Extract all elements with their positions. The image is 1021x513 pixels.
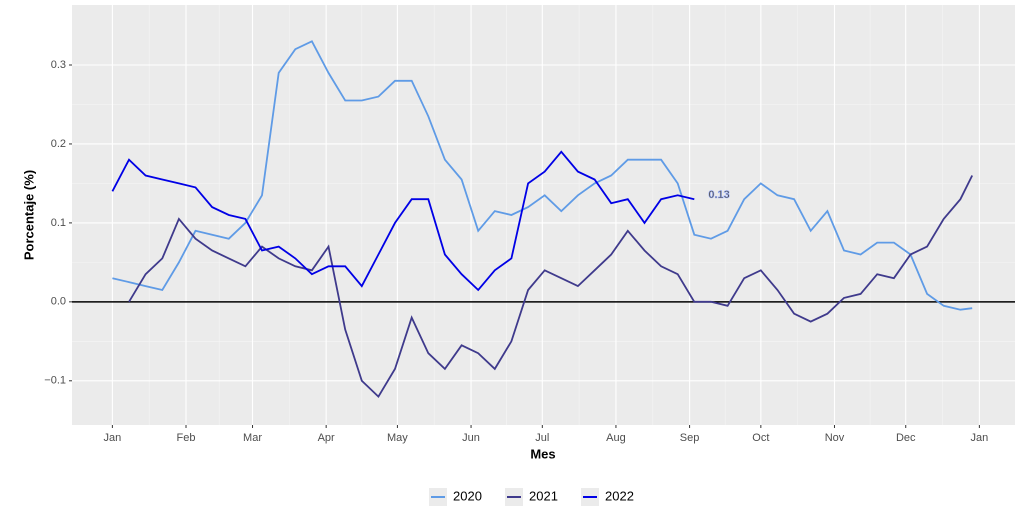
x-tick-label: Nov	[825, 432, 845, 444]
x-axis-title: Mes	[530, 446, 555, 461]
x-tick-label: Aug	[606, 432, 626, 444]
x-tick-label: Jan	[970, 432, 988, 444]
y-tick-label: 0.1	[51, 217, 66, 229]
y-tick-label: 0.2	[51, 138, 66, 150]
end-label: 0.13	[708, 189, 729, 201]
x-tick-label: Jan	[104, 432, 122, 444]
x-tick-label: May	[387, 432, 408, 444]
x-tick-label: Dec	[896, 432, 916, 444]
x-tick-label: Sep	[680, 432, 700, 444]
series-line	[111, 150, 695, 292]
series-line	[128, 175, 974, 399]
legend-label: 2021	[529, 488, 558, 503]
y-axis-title: Porcentaje (%)	[21, 170, 36, 260]
x-tick-label: Feb	[177, 432, 196, 444]
panel	[72, 5, 1015, 425]
legend-label: 2022	[605, 488, 634, 503]
y-tick-label: 0.3	[51, 59, 66, 71]
legend-label: 2020	[453, 488, 482, 503]
x-tick-label: Oct	[752, 432, 769, 444]
series-line	[112, 40, 973, 311]
x-tick-label: Mar	[243, 432, 262, 444]
y-tick-label: −0.1	[44, 375, 66, 387]
x-tick-label: Apr	[318, 432, 335, 444]
y-tick-label: 0.0	[51, 296, 66, 308]
x-tick-label: Jul	[535, 432, 549, 444]
x-tick-label: Jun	[462, 432, 480, 444]
